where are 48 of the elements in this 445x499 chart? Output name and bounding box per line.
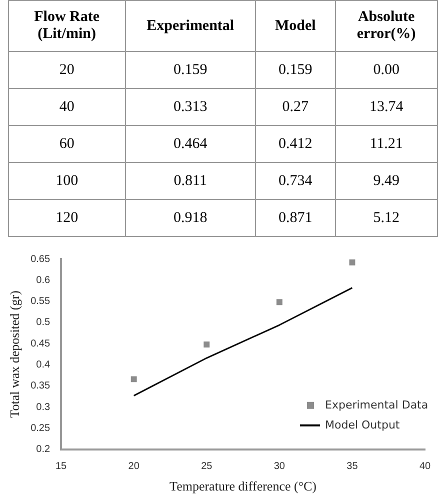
category-label: Absolute error(%) (335, 0, 438, 52)
text: 0.313 (173, 98, 208, 114)
x-axis-title: Temperature difference (°C) (170, 478, 317, 494)
x-tick-label: 25 (201, 461, 213, 472)
y-tick-label: 0.45 (30, 338, 50, 350)
text: 120 (56, 210, 78, 226)
x-tick-label: 40 (419, 461, 431, 472)
x-tick-label: 30 (274, 461, 286, 472)
category-label: Model (256, 0, 336, 52)
text: 13.74 (369, 98, 404, 114)
y-tick-label: 0.4 (36, 360, 50, 371)
text: 0.00 (373, 62, 400, 78)
text: 20 (59, 62, 74, 78)
category-label: Experimental (125, 0, 256, 52)
point (204, 341, 210, 348)
point (130, 376, 137, 382)
text: 40 (59, 98, 74, 114)
x-tick-label: 20 (128, 461, 140, 472)
y-tick-label: 0.2 (36, 444, 50, 456)
text: 0.734 (278, 172, 312, 188)
text: 11.21 (370, 136, 403, 152)
y-tick-label: 0.3 (36, 402, 50, 413)
text: 0.159 (278, 62, 312, 78)
text: 0.464 (173, 136, 208, 152)
y-tick-label: 0.65 (30, 254, 50, 265)
y-tick-label: 0.55 (30, 296, 50, 308)
point (276, 299, 282, 306)
text: 5.12 (373, 210, 400, 226)
legend-label: Experimental Data (325, 398, 428, 412)
y-axis-title: Total wax deposited (gr) (7, 290, 22, 418)
legend-label: Model Output (325, 418, 400, 432)
y-tick-label: 0.35 (30, 380, 50, 392)
text: 0.918 (173, 210, 208, 226)
text: 0.412 (278, 136, 312, 152)
text: 60 (59, 136, 74, 152)
x-tick-label: 35 (346, 461, 358, 472)
y-tick-label: 0.25 (30, 422, 50, 434)
text: 100 (56, 172, 78, 188)
text: 0.159 (173, 62, 208, 78)
text: 0.27 (282, 98, 308, 114)
y-tick-label: 0.5 (36, 317, 50, 328)
y-tick-label: 0.6 (36, 274, 50, 286)
text: 0.811 (174, 172, 207, 188)
text: 9.49 (373, 172, 400, 188)
text: 0.871 (278, 210, 312, 226)
x-tick-label: 15 (56, 461, 68, 472)
category-label: Flow Rate (Lit/min) (8, 0, 126, 52)
point (349, 259, 356, 266)
